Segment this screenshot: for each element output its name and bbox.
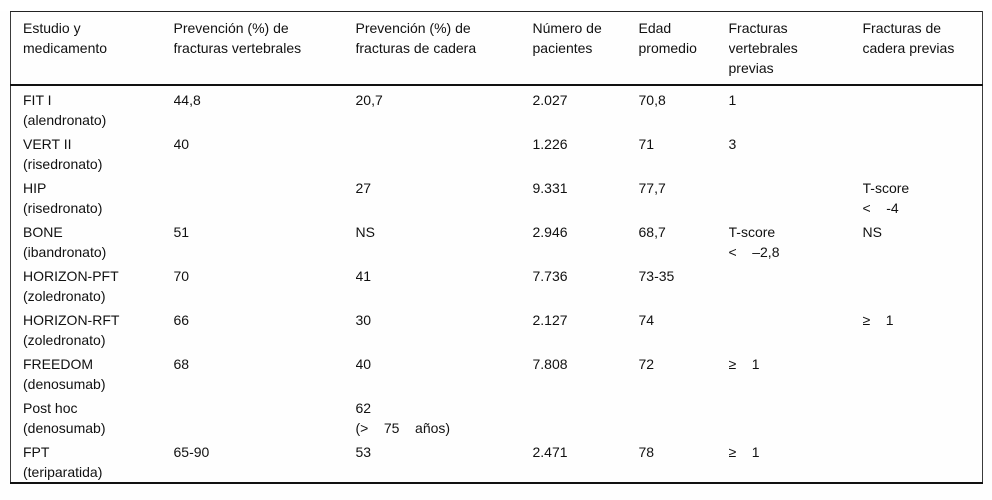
value-cell	[729, 262, 863, 306]
table-row: FIT I (alendronato) 44,8 20,7 2.027 70,8 1	[11, 85, 983, 130]
value-cell	[863, 262, 983, 306]
value-cell: 40	[173, 135, 190, 152]
value-cell: ≥ 1	[728, 443, 760, 460]
value-cell: NS	[862, 223, 882, 240]
value-cell	[174, 174, 356, 218]
value-cell: 68	[173, 355, 190, 372]
value-cell: 7.736	[532, 267, 568, 284]
column-header-fracturas-vertebrales-previas: Fracturas vertebrales previas	[728, 11, 863, 86]
value-cell	[729, 306, 863, 350]
value-cell	[356, 130, 533, 174]
table-row: Post hoc (denosumab) 62 (> 75 años)	[11, 394, 983, 438]
study-cell: VERT II (risedronato)	[23, 135, 103, 172]
value-cell: 2.946	[532, 223, 568, 240]
value-cell: 72	[638, 355, 655, 372]
value-cell: 3	[728, 135, 737, 152]
study-cell: FREEDOM (denosumab)	[23, 355, 106, 392]
value-cell: 20,7	[355, 91, 383, 108]
value-cell	[729, 394, 863, 438]
table-header-row: Estudio y medicamento Prevención (%) de f…	[10, 11, 983, 86]
column-header-edad-promedio: Edad promedio	[638, 11, 729, 86]
value-cell: 40	[355, 355, 372, 372]
value-cell	[863, 130, 983, 174]
value-cell: 70	[173, 267, 190, 284]
value-cell: 71	[638, 135, 655, 152]
value-cell	[174, 394, 356, 438]
study-cell: HORIZON-RFT (zoledronato)	[23, 311, 120, 348]
value-cell: 51	[173, 223, 190, 240]
value-cell: 66	[173, 311, 190, 328]
value-cell: 68,7	[638, 223, 666, 240]
study-cell: HORIZON-PFT (zoledronato)	[23, 267, 119, 304]
value-cell: 27	[355, 179, 372, 196]
study-cell: Post hoc (denosumab)	[23, 399, 106, 436]
study-cell: HIP (risedronato)	[23, 179, 103, 216]
value-cell: 74	[638, 311, 655, 328]
value-cell: NS	[355, 223, 375, 240]
value-cell	[639, 394, 729, 438]
value-cell: 44,8	[173, 91, 201, 108]
study-cell: BONE (ibandronato)	[23, 223, 107, 260]
value-cell: 30	[355, 311, 372, 328]
value-cell: 9.331	[532, 179, 568, 196]
table-row: FPT (teriparatida) 65-90 53 2.471 78 ≥ 1	[11, 438, 983, 483]
value-cell	[863, 394, 983, 438]
value-cell: 1	[728, 91, 737, 108]
value-cell	[863, 85, 983, 130]
value-cell: 65-90	[173, 443, 210, 460]
column-header-numero-de-pacientes: Número de pacientes	[532, 11, 639, 86]
table-row: HIP (risedronato) 27 9.331 77,7 T-score < -4	[11, 174, 983, 218]
table-row: BONE (ibandronato) 51 NS 2.946 68,7 T-score <…	[11, 218, 983, 262]
value-cell	[533, 394, 639, 438]
table-row: HORIZON-PFT (zoledronato) 70 41 7.736 73-35	[11, 262, 983, 306]
column-header-prevencion-fracturas-vertebrales: Prevención (%) de fracturas vertebrales	[173, 11, 356, 86]
clinical-trials-table: Estudio y medicamento Prevención (%) de f…	[10, 11, 983, 484]
value-cell: ≥ 1	[862, 311, 894, 328]
table-row: FREEDOM (denosumab) 68 40 7.808 72 ≥ 1	[11, 350, 983, 394]
value-cell: 2.127	[532, 311, 568, 328]
value-cell: T-score < –2,8	[728, 223, 780, 260]
column-header-prevencion-fracturas-cadera: Prevención (%) de fracturas de cadera	[355, 11, 533, 86]
value-cell: 41	[355, 267, 372, 284]
value-cell: T-score < -4	[862, 179, 910, 216]
value-cell	[863, 350, 983, 394]
value-cell: 2.471	[532, 443, 568, 460]
value-cell: ≥ 1	[728, 355, 760, 372]
column-header-estudio-y-medicamento: Estudio y medicamento	[10, 11, 174, 86]
value-cell	[729, 174, 863, 218]
value-cell: 53	[355, 443, 372, 460]
value-cell: 62 (> 75 años)	[355, 399, 451, 436]
value-cell: 1.226	[532, 135, 568, 152]
value-cell: 70,8	[638, 91, 666, 108]
value-cell	[863, 438, 983, 483]
paper-table-page: Estudio y medicamento Prevención (%) de f…	[0, 11, 992, 500]
study-cell: FIT I (alendronato)	[23, 91, 107, 128]
table-row: VERT II (risedronato) 40 1.226 71 3	[11, 130, 983, 174]
column-header-fracturas-cadera-previas: Fracturas de cadera previas	[862, 11, 983, 86]
table-row: HORIZON-RFT (zoledronato) 66 30 2.127 74 ≥ 1	[11, 306, 983, 350]
value-cell: 73-35	[638, 267, 675, 284]
value-cell: 2.027	[532, 91, 568, 108]
study-cell: FPT (teriparatida)	[23, 443, 103, 480]
value-cell: 7.808	[532, 355, 568, 372]
value-cell: 77,7	[638, 179, 666, 196]
value-cell: 78	[638, 443, 655, 460]
